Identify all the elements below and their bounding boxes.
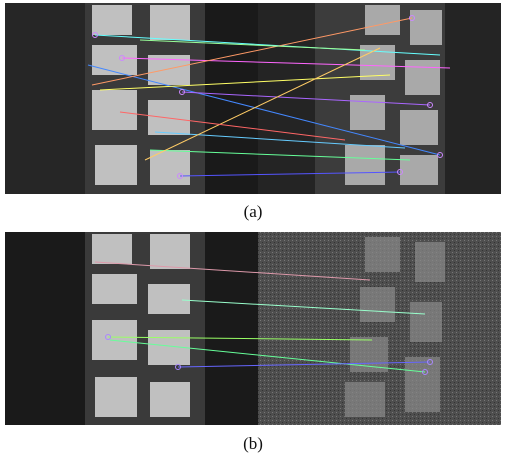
panel-a-label: (a) [243,202,263,221]
panel-a-image [5,3,501,194]
panel-b-image [5,232,501,425]
panel-b-label: (b) [243,434,263,453]
